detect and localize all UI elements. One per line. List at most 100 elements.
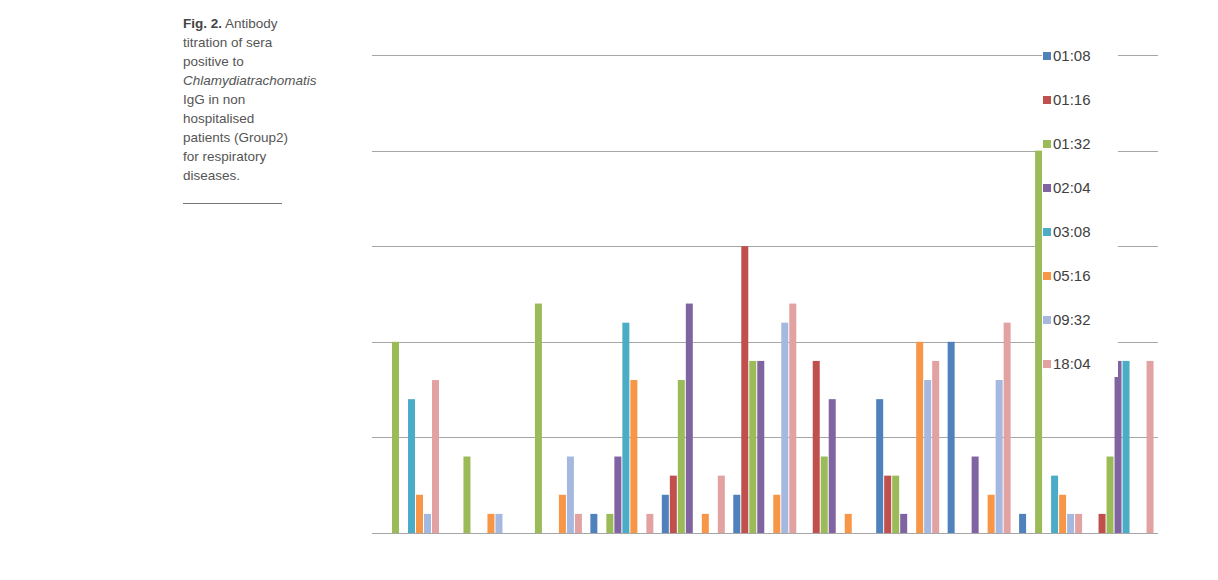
bar <box>1035 151 1042 533</box>
bar <box>392 342 399 533</box>
bar <box>567 457 574 533</box>
legend-label: 03:08 <box>1053 223 1091 240</box>
bar <box>432 380 439 533</box>
legend-swatch <box>1043 360 1051 368</box>
bar <box>376 533 383 534</box>
bar <box>845 514 852 533</box>
bar <box>1147 361 1154 533</box>
figure-caption: Fig. 2. Antibody titration of sera posit… <box>183 14 295 185</box>
bar <box>559 495 566 533</box>
bar <box>948 342 955 533</box>
bar <box>749 361 756 533</box>
legend-label: 02:04 <box>1053 179 1091 196</box>
bar <box>1123 361 1130 533</box>
bar <box>789 304 796 533</box>
bar <box>853 533 860 534</box>
legend-label: 05:16 <box>1053 267 1091 284</box>
bar <box>996 380 1003 533</box>
bar <box>932 361 939 533</box>
bar <box>741 246 748 533</box>
bar <box>606 514 613 533</box>
bar <box>670 476 677 533</box>
legend-swatch <box>1043 184 1051 192</box>
chart: 01:0801:1601:3202:0403:0805:1609:3218:04 <box>0 0 1218 580</box>
bar <box>463 457 470 533</box>
bar <box>1043 533 1050 534</box>
bar <box>892 476 899 533</box>
bar <box>590 514 597 533</box>
bar <box>622 323 629 533</box>
bar <box>575 514 582 533</box>
bar <box>455 533 462 534</box>
legend-swatch <box>1043 140 1051 148</box>
bar <box>972 457 979 533</box>
bar <box>1019 514 1026 533</box>
bar <box>1139 533 1146 534</box>
bar <box>1059 495 1066 533</box>
bar <box>702 514 709 533</box>
bar <box>678 380 685 533</box>
bar <box>805 533 812 534</box>
bar <box>781 323 788 533</box>
legend-swatch <box>1043 52 1051 60</box>
bar <box>718 476 725 533</box>
legend-label: 18:04 <box>1053 355 1091 372</box>
caption-text: IgG in non hospitalised patients (Group2… <box>183 92 288 183</box>
bar <box>487 514 494 533</box>
bar <box>614 457 621 533</box>
bar <box>479 533 486 534</box>
legend-swatch <box>1043 316 1051 324</box>
bar <box>1004 323 1011 533</box>
grid-line <box>372 533 1158 534</box>
bar <box>1131 533 1138 534</box>
bar <box>1075 514 1082 533</box>
bar <box>400 533 407 534</box>
bar <box>503 533 510 534</box>
bar <box>876 399 883 533</box>
bar <box>694 533 701 534</box>
grid <box>372 56 1158 534</box>
bar <box>733 495 740 533</box>
bar <box>773 495 780 533</box>
bar <box>424 514 431 533</box>
bar <box>1027 533 1034 534</box>
legend-swatch <box>1043 96 1051 104</box>
bar <box>646 514 653 533</box>
bar <box>630 380 637 533</box>
legend-background <box>1042 43 1118 377</box>
bar <box>1091 533 1098 534</box>
bar <box>527 533 534 534</box>
x-axis-line <box>372 533 1158 534</box>
bar <box>1099 514 1106 533</box>
bar <box>916 342 923 533</box>
grid-line <box>372 55 1158 56</box>
bar <box>535 304 542 533</box>
bars <box>392 151 1154 533</box>
legend-swatch <box>1043 228 1051 236</box>
bar <box>638 533 645 534</box>
bar <box>662 495 669 533</box>
bar <box>686 304 693 533</box>
bar <box>861 533 868 534</box>
bar <box>837 533 844 534</box>
caption-rule <box>183 203 282 204</box>
bar <box>757 361 764 533</box>
bar <box>416 495 423 533</box>
bar <box>551 533 558 534</box>
bar <box>980 533 987 534</box>
caption-text: Chlamydiatrachomatis <box>183 73 317 88</box>
bar <box>964 533 971 534</box>
bar <box>813 361 820 533</box>
legend-swatch <box>1043 272 1051 280</box>
bar <box>924 380 931 533</box>
bar <box>519 533 526 534</box>
bar <box>900 514 907 533</box>
bar <box>821 457 828 533</box>
legend: 01:0801:1601:3202:0403:0805:1609:3218:04 <box>1042 43 1118 377</box>
bar <box>908 533 915 534</box>
bar <box>408 399 415 533</box>
legend-label: 01:32 <box>1053 135 1091 152</box>
bar <box>884 476 891 533</box>
bar <box>471 533 478 534</box>
caption-label: Fig. 2. <box>183 16 222 31</box>
